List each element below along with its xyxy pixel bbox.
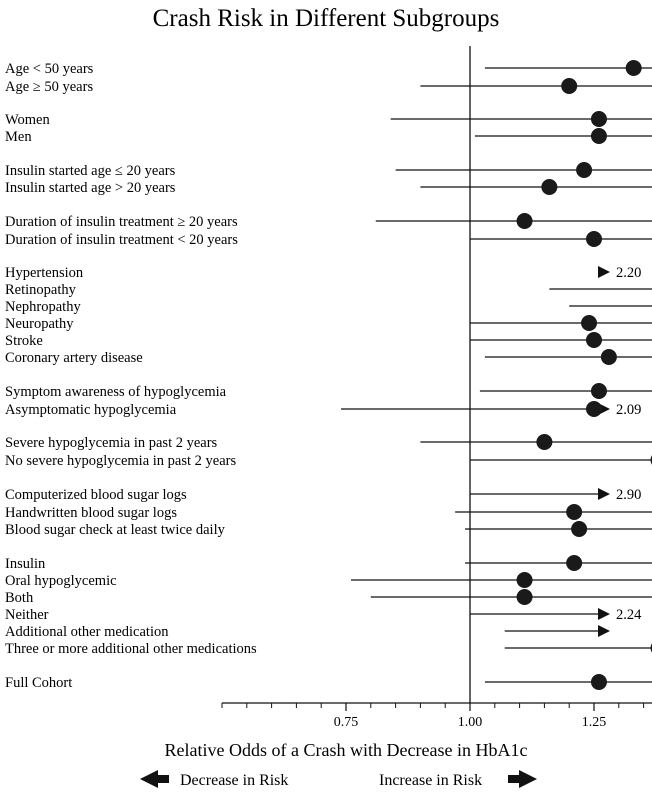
point-estimate [600,349,617,365]
point-estimate [561,78,578,94]
x-tick-label: 1.00 [458,715,483,730]
subgroup-row: Duration of insulin treatment ≥ 20 years [5,213,652,230]
point-estimate [566,504,583,520]
subgroup-row: Oral hypoglycemic [5,572,652,589]
upper-bound-label: 2.20 [616,265,641,281]
point-estimate [566,555,583,571]
subgroup-row: Age ≥ 50 years [5,78,652,95]
subgroup-row: Retinopathy [5,282,652,298]
subgroup-label: Nephropathy [5,299,81,315]
increase-risk-indicator: Increase in Risk [379,770,537,789]
subgroup-row: Stroke [5,332,652,349]
subgroup-label: Retinopathy [5,282,77,298]
point-estimate [586,401,602,417]
subgroup-row: Blood sugar check at least twice daily [5,521,652,538]
subgroup-label: Age < 50 years [5,61,94,77]
subgroup-row: Age < 50 years [5,60,652,77]
subgroup-label: Oral hypoglycemic [5,573,117,589]
subgroup-row: Severe hypoglycemia in past 2 years [5,434,652,451]
subgroup-row: Men [5,128,652,145]
subgroup-label: Neither [5,607,49,623]
subgroup-row: Additional other medication [5,624,610,640]
upper-bound-label: 2.90 [616,487,641,503]
subgroup-label: Insulin [5,556,46,572]
truncation-arrow-icon [598,266,610,278]
subgroup-label: Full Cohort [5,675,72,691]
subgroup-label: Coronary artery disease [5,350,143,366]
subgroup-row: Handwritten blood sugar logs [5,504,652,521]
decrease-risk-indicator: Decrease in Risk [140,770,288,789]
point-estimate [590,383,607,399]
subgroup-label: Hypertension [5,265,84,281]
point-estimate [516,572,533,588]
subgroup-label: Blood sugar check at least twice daily [5,522,226,538]
subgroup-label: Asymptomatic hypoglycemia [5,402,177,418]
subgroup-row: Three or more additional other medicatio… [5,641,652,657]
subgroup-label: Age ≥ 50 years [5,79,93,95]
point-estimate [576,162,593,178]
subgroup-row: Asymptomatic hypoglycemia 2.09 [5,401,641,418]
decrease-risk-label: Decrease in Risk [180,772,288,789]
subgroup-row: Nephropathy [5,299,652,315]
subgroup-label: Men [5,129,32,145]
point-estimate [516,213,533,229]
subgroup-label: Severe hypoglycemia in past 2 years [5,435,218,451]
subgroup-row: Neuropathy [5,315,652,332]
point-estimate [536,434,553,450]
x-tick-label: 1.25 [582,715,607,730]
subgroup-label: Symptom awareness of hypoglycemia [5,384,227,400]
subgroup-row: Insulin [5,555,652,572]
subgroup-label: Additional other medication [5,624,169,640]
increase-risk-label: Increase in Risk [379,772,482,789]
x-axis: 0.751.001.251.501.752.00 [221,46,652,730]
subgroup-row: Computerized blood sugar logs 2.90 [5,487,641,503]
subgroup-label: Insulin started age ≤ 20 years [5,163,176,179]
subgroup-row: Full Cohort [5,674,652,691]
truncation-arrow-icon [598,625,610,637]
point-estimate [625,60,642,76]
left-arrow-icon [140,770,169,788]
x-axis-label: Relative Odds of a Crash with Decrease i… [165,740,528,760]
subgroup-label: Neuropathy [5,316,74,332]
subgroup-label: Stroke [5,333,43,349]
subgroup-row: Neither 2.24 [5,607,642,623]
subgroup-row: No severe hypoglycemia in past 2 years [5,453,652,469]
point-estimate [590,111,607,127]
subgroup-row: Duration of insulin treatment < 20 years [5,231,652,248]
right-arrow-icon [508,770,537,788]
subgroup-row: Coronary artery disease [5,349,652,366]
subgroup-label: Insulin started age > 20 years [5,180,176,196]
truncation-arrow-icon [598,488,610,500]
point-estimate [590,128,607,144]
upper-bound-label: 2.24 [616,607,642,623]
point-estimate [581,315,598,331]
subgroup-row: Insulin started age > 20 years [5,179,652,196]
chart-title: Crash Risk in Different Subgroups [153,5,500,32]
point-estimate [541,179,558,195]
truncation-arrow-icon [598,608,610,620]
subgroup-label: Women [5,112,50,128]
point-estimate [571,521,588,537]
subgroup-row: Both [5,589,652,606]
subgroup-row: Women [5,111,652,128]
point-estimate [516,589,533,605]
subgroup-label: Both [5,590,34,606]
subgroup-row: Symptom awareness of hypoglycemia [5,383,652,400]
x-tick-label: 0.75 [334,715,359,730]
point-estimate [586,332,602,348]
subgroup-row: Hypertension 2.20 [5,265,641,281]
subgroup-label: Duration of insulin treatment < 20 years [5,232,238,248]
subgroup-label: No severe hypoglycemia in past 2 years [5,453,236,469]
point-estimate [586,231,602,247]
upper-bound-label: 2.09 [616,402,641,418]
subgroup-label: Duration of insulin treatment ≥ 20 years [5,214,238,230]
point-estimate [590,674,607,690]
subgroup-row: Insulin started age ≤ 20 years [5,162,652,179]
subgroup-label: Three or more additional other medicatio… [5,641,257,657]
subgroup-label: Handwritten blood sugar logs [5,505,177,521]
subgroup-label: Computerized blood sugar logs [5,487,187,503]
